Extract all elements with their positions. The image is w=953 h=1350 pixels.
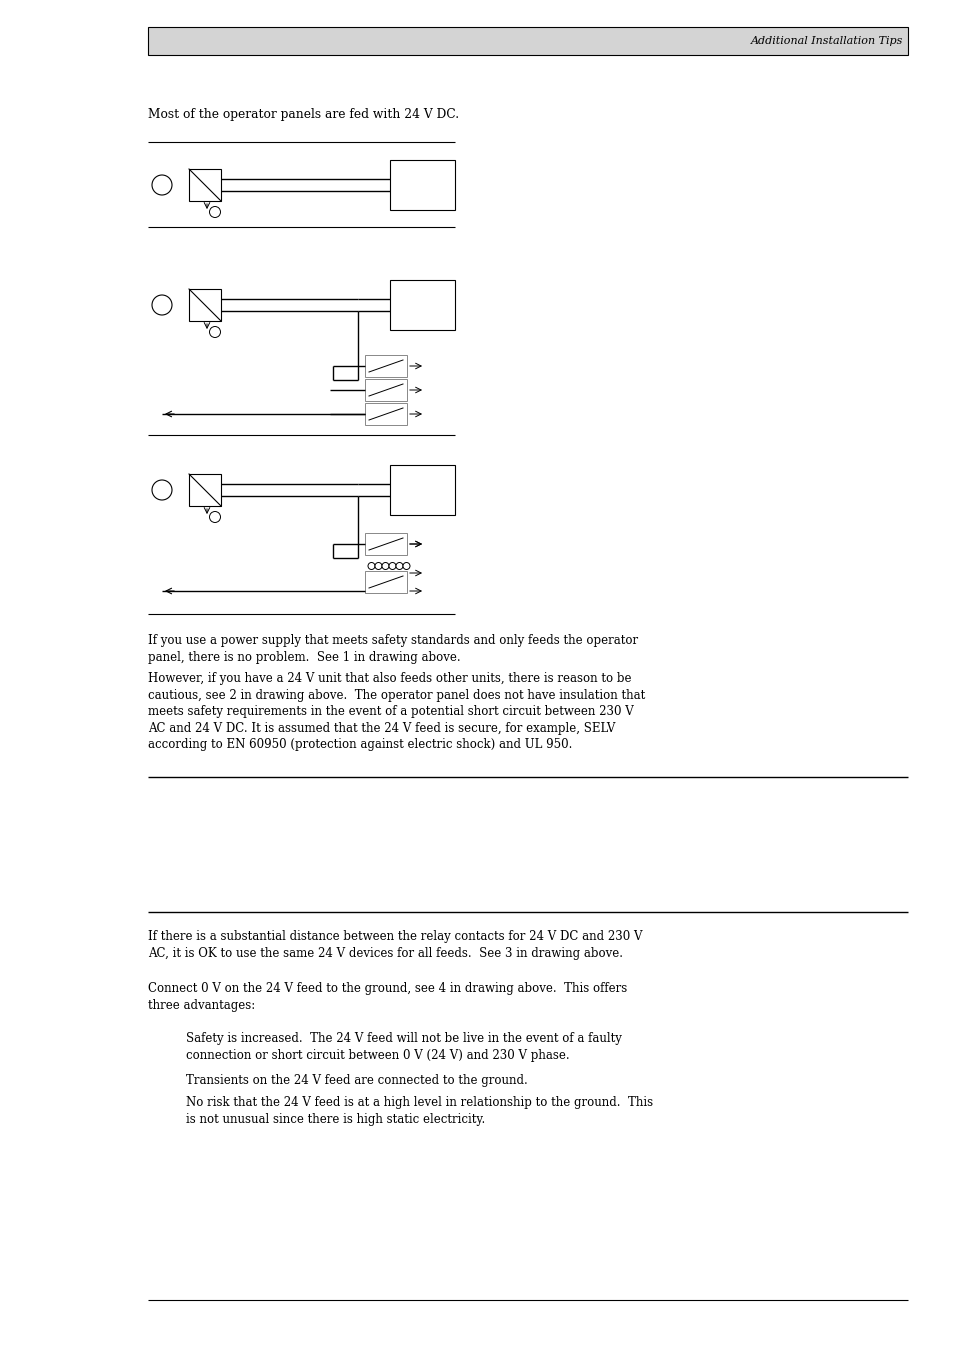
- Text: Safety is increased.  The 24 V feed will not be live in the event of a faulty
co: Safety is increased. The 24 V feed will …: [186, 1031, 621, 1061]
- Circle shape: [152, 481, 172, 500]
- Circle shape: [395, 563, 402, 570]
- Bar: [189, 169, 221, 201]
- Circle shape: [152, 176, 172, 194]
- Circle shape: [210, 207, 220, 217]
- Bar: [189, 289, 221, 321]
- Bar: [365, 533, 407, 555]
- Circle shape: [402, 563, 410, 570]
- Circle shape: [152, 296, 172, 315]
- Bar: [148, 27, 907, 55]
- Bar: [365, 379, 407, 401]
- Text: Connect 0 V on the 24 V feed to the ground, see 4 in drawing above.  This offers: Connect 0 V on the 24 V feed to the grou…: [148, 981, 626, 1011]
- Circle shape: [368, 563, 375, 570]
- Circle shape: [210, 512, 220, 522]
- Text: Transients on the 24 V feed are connected to the ground.: Transients on the 24 V feed are connecte…: [186, 1075, 527, 1087]
- Circle shape: [375, 563, 381, 570]
- Text: Most of the operator panels are fed with 24 V DC.: Most of the operator panels are fed with…: [148, 108, 458, 122]
- Circle shape: [389, 563, 395, 570]
- Text: No risk that the 24 V feed is at a high level in relationship to the ground.  Th: No risk that the 24 V feed is at a high …: [186, 1096, 653, 1126]
- Bar: [365, 355, 407, 377]
- Bar: [365, 571, 407, 593]
- Bar: [189, 474, 221, 506]
- Text: However, if you have a 24 V unit that also feeds other units, there is reason to: However, if you have a 24 V unit that al…: [148, 672, 644, 751]
- Bar: [365, 404, 407, 425]
- Bar: [390, 279, 455, 329]
- Text: If you use a power supply that meets safety standards and only feeds the operato: If you use a power supply that meets saf…: [148, 634, 638, 663]
- Bar: [390, 161, 455, 211]
- Bar: [390, 464, 455, 514]
- Circle shape: [210, 327, 220, 338]
- Text: Additional Installation Tips: Additional Installation Tips: [750, 36, 902, 46]
- Circle shape: [381, 563, 389, 570]
- Text: If there is a substantial distance between the relay contacts for 24 V DC and 23: If there is a substantial distance betwe…: [148, 930, 641, 960]
